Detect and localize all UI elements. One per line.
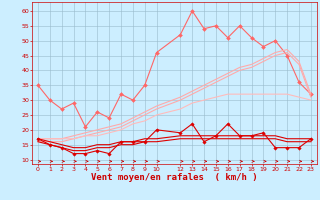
X-axis label: Vent moyen/en rafales  ( km/h ): Vent moyen/en rafales ( km/h ) [91, 173, 258, 182]
